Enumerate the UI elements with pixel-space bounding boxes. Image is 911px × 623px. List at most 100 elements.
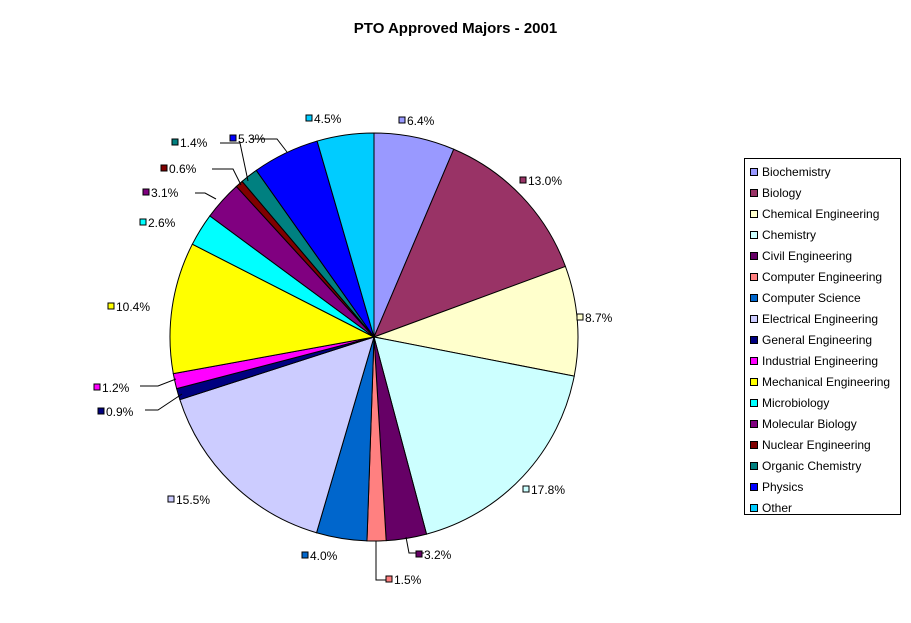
legend-item-industrial-engineering: Industrial Engineering <box>750 350 878 371</box>
data-label-civil-engineering: 3.2% <box>424 548 452 562</box>
data-label-swatch-nuclear-engineering <box>160 164 168 172</box>
data-label-swatch-computer-engineering <box>385 575 393 583</box>
legend-item-civil-engineering: Civil Engineering <box>750 245 852 266</box>
data-label-computer-engineering: 1.5% <box>394 573 422 587</box>
legend-swatch <box>750 419 758 428</box>
pie-slice-mechanical-engineering <box>169 243 376 375</box>
legend-swatch <box>750 251 758 260</box>
legend-item-computer-engineering: Computer Engineering <box>750 266 882 287</box>
legend-label: Molecular Biology <box>762 416 857 431</box>
legend-label: Electrical Engineering <box>762 311 879 326</box>
data-label-mechanical-engineering: 10.4% <box>116 300 150 314</box>
data-label-computer-science: 4.0% <box>310 549 338 563</box>
leader-line-molecular-biology <box>195 192 217 200</box>
legend-swatch <box>750 272 758 281</box>
leader-line-nuclear-engineering <box>212 168 242 186</box>
legend-label: Computer Science <box>762 290 861 305</box>
pie-slice-chemistry <box>373 336 575 535</box>
legend-item-general-engineering: General Engineering <box>750 329 872 350</box>
legend-swatch <box>750 503 758 512</box>
data-label-swatch-industrial-engineering <box>93 383 101 391</box>
data-label-swatch-chemical-engineering <box>576 313 584 321</box>
legend-item-chemical-engineering: Chemical Engineering <box>750 203 879 224</box>
legend-swatch <box>750 335 758 344</box>
legend-label: Biochemistry <box>762 164 831 179</box>
data-label-chemical-engineering: 8.7% <box>585 311 613 325</box>
data-label-organic-chemistry: 1.4% <box>180 136 208 150</box>
legend-label: Chemistry <box>762 227 817 242</box>
data-label-chemistry: 17.8% <box>531 483 565 497</box>
data-label-swatch-mechanical-engineering <box>107 302 115 310</box>
data-label-swatch-chemistry <box>522 485 530 493</box>
legend-label: Biology <box>762 185 802 200</box>
data-label-molecular-biology: 3.1% <box>151 186 179 200</box>
data-label-biology: 13.0% <box>528 174 562 188</box>
legend-swatch <box>750 356 758 365</box>
legend-item-chemistry: Chemistry <box>750 224 816 245</box>
legend-item-electrical-engineering: Electrical Engineering <box>750 308 878 329</box>
legend-item-biology: Biology <box>750 182 801 203</box>
legend-item-biochemistry: Biochemistry <box>750 161 831 182</box>
data-label-swatch-molecular-biology <box>142 188 150 196</box>
legend-swatch <box>750 230 758 239</box>
legend-item-nuclear-engineering: Nuclear Engineering <box>750 434 871 455</box>
legend-item-molecular-biology: Molecular Biology <box>750 413 857 434</box>
legend-label: Civil Engineering <box>762 248 853 263</box>
data-label-swatch-electrical-engineering <box>167 495 175 503</box>
pie-slice-chemical-engineering <box>372 265 579 377</box>
chart-legend: Biochemistry Biology Chemical Engineering C… <box>744 158 901 515</box>
data-label-industrial-engineering: 1.2% <box>102 381 130 395</box>
leader-line-organic-chemistry <box>220 142 249 182</box>
legend-swatch <box>750 314 758 323</box>
leader-line-industrial-engineering <box>140 378 177 387</box>
data-label-swatch-biology <box>519 176 527 184</box>
legend-item-other: Other <box>750 497 792 518</box>
legend-swatch <box>750 209 758 218</box>
data-label-swatch-civil-engineering <box>415 550 423 558</box>
data-label-general-engineering: 0.9% <box>106 405 134 419</box>
leader-line-physics <box>250 138 288 153</box>
pie-slice-biology <box>373 148 567 338</box>
data-label-swatch-organic-chemistry <box>171 138 179 146</box>
data-label-electrical-engineering: 15.5% <box>176 493 210 507</box>
legend-label: Physics <box>762 479 804 494</box>
legend-label: Mechanical Engineering <box>762 374 891 389</box>
legend-swatch <box>750 440 758 449</box>
legend-item-microbiology: Microbiology <box>750 392 829 413</box>
pie-slice-other <box>316 132 375 338</box>
legend-label: Nuclear Engineering <box>762 437 871 452</box>
data-label-nuclear-engineering: 0.6% <box>169 162 197 176</box>
data-label-physics: 5.3% <box>238 132 266 146</box>
leader-line-computer-engineering <box>375 541 392 581</box>
data-label-swatch-other <box>305 114 313 122</box>
legend-swatch <box>750 293 758 302</box>
legend-swatch <box>750 167 758 176</box>
legend-swatch <box>750 482 758 491</box>
data-label-swatch-biochemistry <box>398 116 406 124</box>
legend-label: General Engineering <box>762 332 873 347</box>
data-label-swatch-microbiology <box>139 218 147 226</box>
data-label-other: 4.5% <box>314 112 342 126</box>
legend-label: Industrial Engineering <box>762 353 879 368</box>
data-label-swatch-computer-science <box>301 551 309 559</box>
legend-swatch <box>750 188 758 197</box>
legend-swatch <box>750 398 758 407</box>
data-label-swatch-physics <box>229 134 237 142</box>
chart-title: PTO Approved Majors - 2001 <box>353 20 558 37</box>
legend-swatch <box>750 377 758 386</box>
pie-slice-electrical-engineering <box>179 336 375 534</box>
legend-label: Organic Chemistry <box>762 458 862 473</box>
legend-label: Other <box>762 500 793 515</box>
leader-line-general-engineering <box>145 393 183 411</box>
legend-swatch <box>750 461 758 470</box>
legend-item-mechanical-engineering: Mechanical Engineering <box>750 371 890 392</box>
legend-label: Chemical Engineering <box>762 206 880 221</box>
legend-item-physics: Physics <box>750 476 803 497</box>
legend-label: Microbiology <box>762 395 830 410</box>
legend-item-organic-chemistry: Organic Chemistry <box>750 455 861 476</box>
data-label-biochemistry: 6.4% <box>407 114 435 128</box>
legend-item-computer-science: Computer Science <box>750 287 861 308</box>
legend-label: Computer Engineering <box>762 269 883 284</box>
data-label-microbiology: 2.6% <box>148 216 176 230</box>
